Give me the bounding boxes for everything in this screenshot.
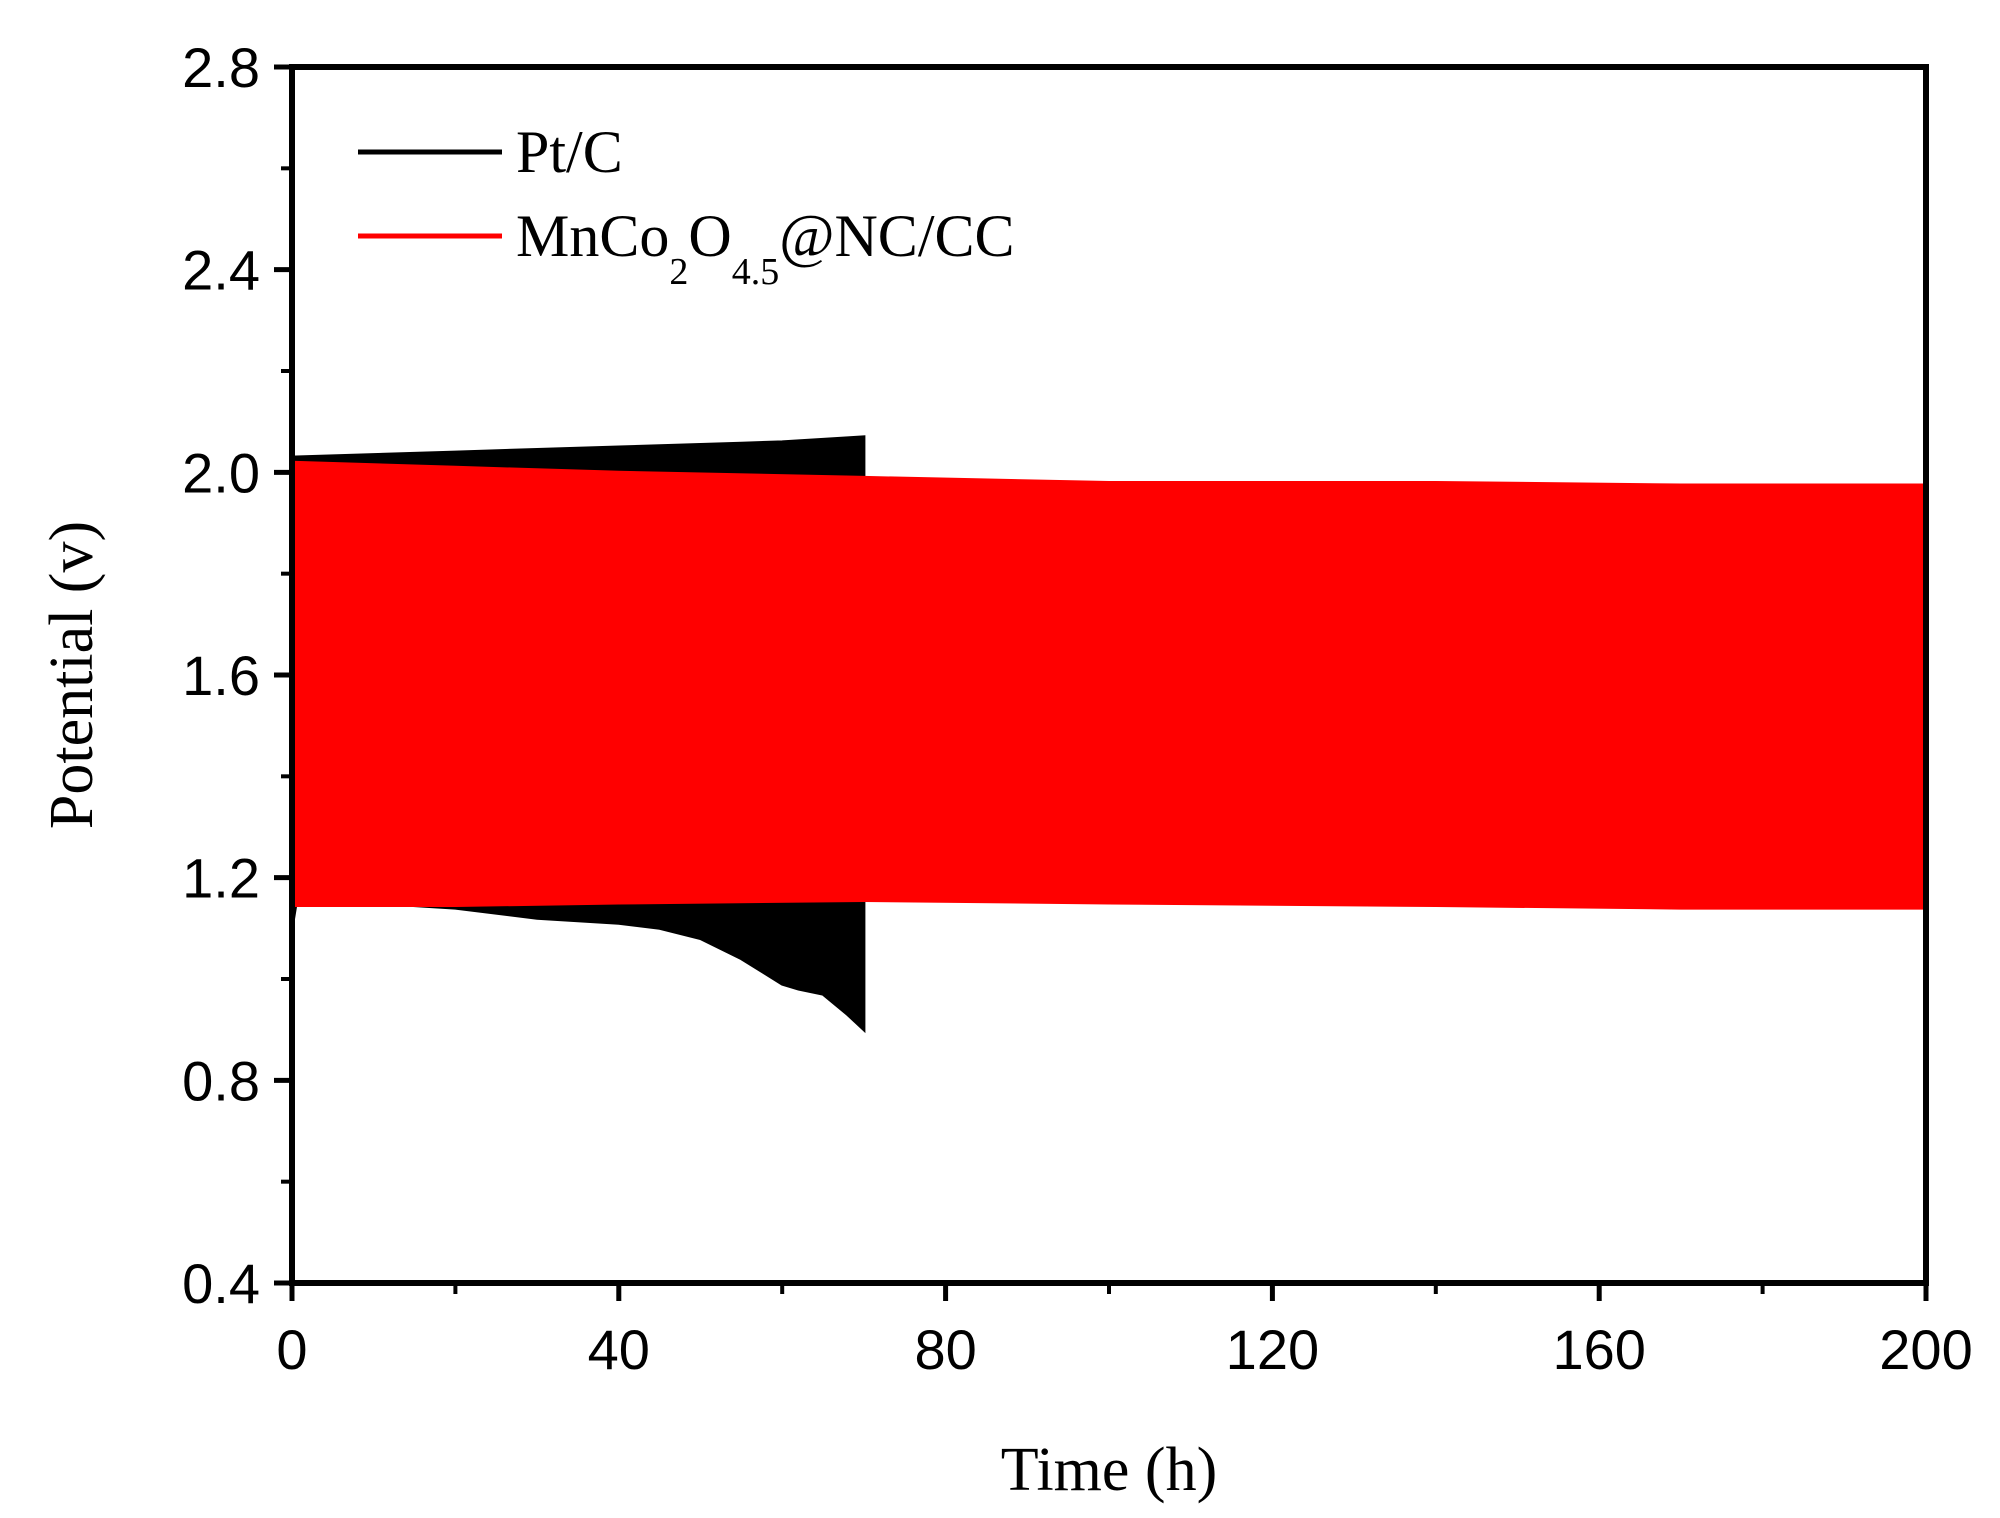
y-tick-label: 1.2 [182,847,260,910]
y-tick-label: 2.0 [182,441,260,504]
x-tick-label: 80 [914,1318,976,1381]
y-tick-label: 2.8 [182,36,260,99]
x-tick-label: 160 [1552,1318,1645,1381]
legend-label-pt-c: Pt/C [516,119,623,185]
legend: Pt/C MnCo2O4.5@NC/CC [358,119,1015,293]
legend-label-mnco2o45: MnCo2O4.5@NC/CC [516,203,1015,293]
x-axis-title: Time (h) [1001,1436,1217,1504]
series-band-mnco2o45 [290,460,1928,910]
y-axis-title: Potential (v) [38,521,106,829]
y-tick-label: 2.4 [182,239,260,302]
y-tick-label: 0.4 [182,1252,260,1315]
series-layer [290,435,1928,1034]
x-axis: 0 40 80 120 160 200 [276,1283,1973,1381]
x-tick-label: 0 [276,1318,307,1381]
x-tick-label: 40 [588,1318,650,1381]
x-tick-label: 200 [1879,1318,1972,1381]
y-axis: 0.4 0.8 1.2 1.6 2.0 2.4 2.8 [182,36,292,1315]
x-tick-label: 120 [1226,1318,1319,1381]
y-tick-label: 1.6 [182,644,260,707]
y-tick-label: 0.8 [182,1049,260,1112]
